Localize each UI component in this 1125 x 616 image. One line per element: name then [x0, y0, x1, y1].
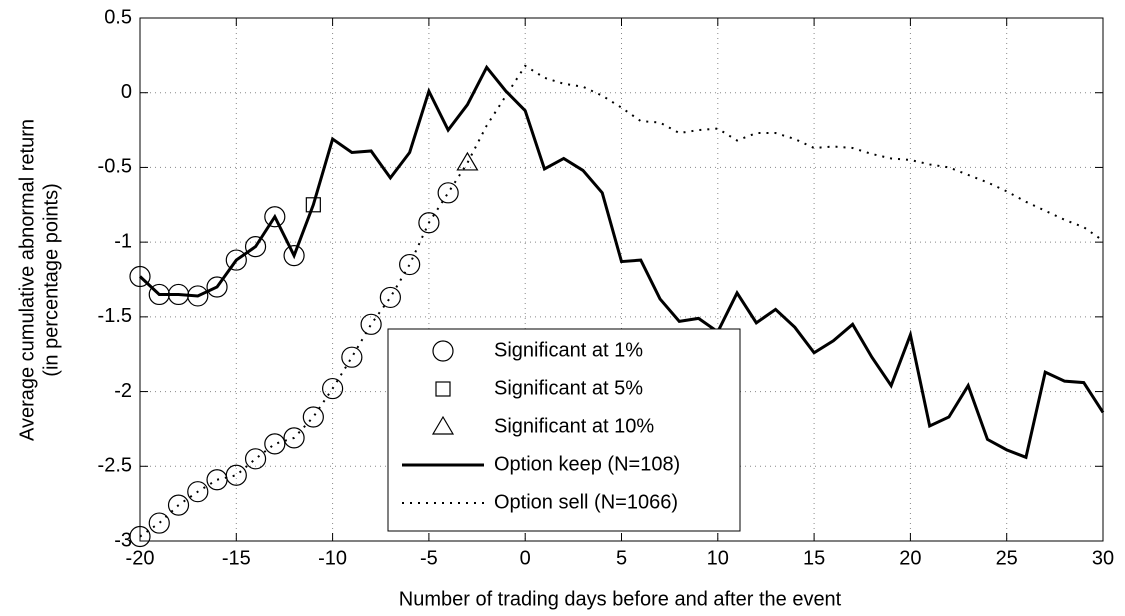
- y-tick-label: -3: [114, 529, 132, 551]
- x-tick-label: -20: [126, 547, 155, 569]
- x-tick-label: 15: [803, 547, 825, 569]
- x-tick-label: 30: [1092, 547, 1114, 569]
- x-tick-label: -15: [222, 547, 251, 569]
- significance-marker: [264, 433, 286, 455]
- y-tick-label: -1.5: [98, 305, 132, 327]
- significance-marker: [129, 525, 151, 548]
- y-tick-label: -1: [114, 230, 132, 252]
- significance-marker: [437, 182, 459, 204]
- x-tick-label: 25: [996, 547, 1018, 569]
- significance-marker: [148, 512, 170, 534]
- significance-marker: [435, 381, 451, 397]
- significance-marker: [167, 283, 190, 306]
- significance-marker: [341, 346, 363, 368]
- y-axis-label-line: (in percentage points): [40, 183, 62, 376]
- y-axis-label-line: Average cumulative abnormal return: [16, 119, 38, 441]
- y-tick-label: -2: [114, 380, 132, 402]
- y-tick-label: -0.5: [98, 156, 132, 178]
- y-tick-label: 0.5: [104, 6, 132, 28]
- legend-label: Option sell (N=1066): [494, 491, 678, 513]
- significance-marker: [225, 249, 247, 271]
- significance-marker: [431, 415, 455, 435]
- x-tick-label: -5: [420, 547, 438, 569]
- significance-marker: [399, 253, 421, 276]
- x-tick-label: -10: [318, 547, 347, 569]
- legend-label: Significant at 10%: [494, 415, 654, 437]
- legend-box: [387, 328, 741, 532]
- significance-marker: [322, 377, 344, 400]
- significance-marker: [418, 212, 440, 234]
- significance-marker: [244, 236, 267, 258]
- x-tick-label: 20: [899, 547, 921, 569]
- y-tick-label: -2.5: [98, 455, 132, 477]
- legend-label: Significant at 5%: [494, 377, 643, 399]
- significance-marker: [456, 151, 479, 171]
- x-tick-label: 0: [520, 547, 531, 569]
- significance-marker: [244, 448, 267, 470]
- significance-marker: [379, 286, 401, 309]
- plot-frame: [139, 17, 1104, 542]
- y-tick-label: 0: [121, 81, 132, 103]
- legend-label: Option keep (N=108): [494, 453, 680, 475]
- significance-marker: [225, 464, 247, 486]
- significance-marker: [264, 206, 286, 228]
- series-line: [138, 64, 1105, 460]
- significance-marker: [305, 197, 321, 213]
- significance-marker: [187, 285, 209, 307]
- significance-marker: [187, 481, 209, 503]
- significance-marker: [432, 340, 454, 362]
- x-tick-label: 10: [707, 547, 729, 569]
- significance-marker: [283, 427, 305, 449]
- significance-marker: [283, 244, 305, 267]
- x-axis-label: Number of trading days before and after …: [399, 588, 842, 610]
- significance-marker: [167, 494, 190, 516]
- x-tick-label: 5: [616, 547, 627, 569]
- significance-marker: [148, 283, 170, 306]
- significance-marker: [129, 265, 151, 288]
- significance-marker: [206, 469, 228, 491]
- significance-marker: [360, 313, 382, 335]
- significance-marker: [206, 276, 228, 298]
- y-axis-label: Average cumulative abnormal return (in p…: [16, 119, 62, 441]
- significance-marker: [302, 406, 324, 428]
- legend-label: Significant at 1%: [494, 339, 643, 361]
